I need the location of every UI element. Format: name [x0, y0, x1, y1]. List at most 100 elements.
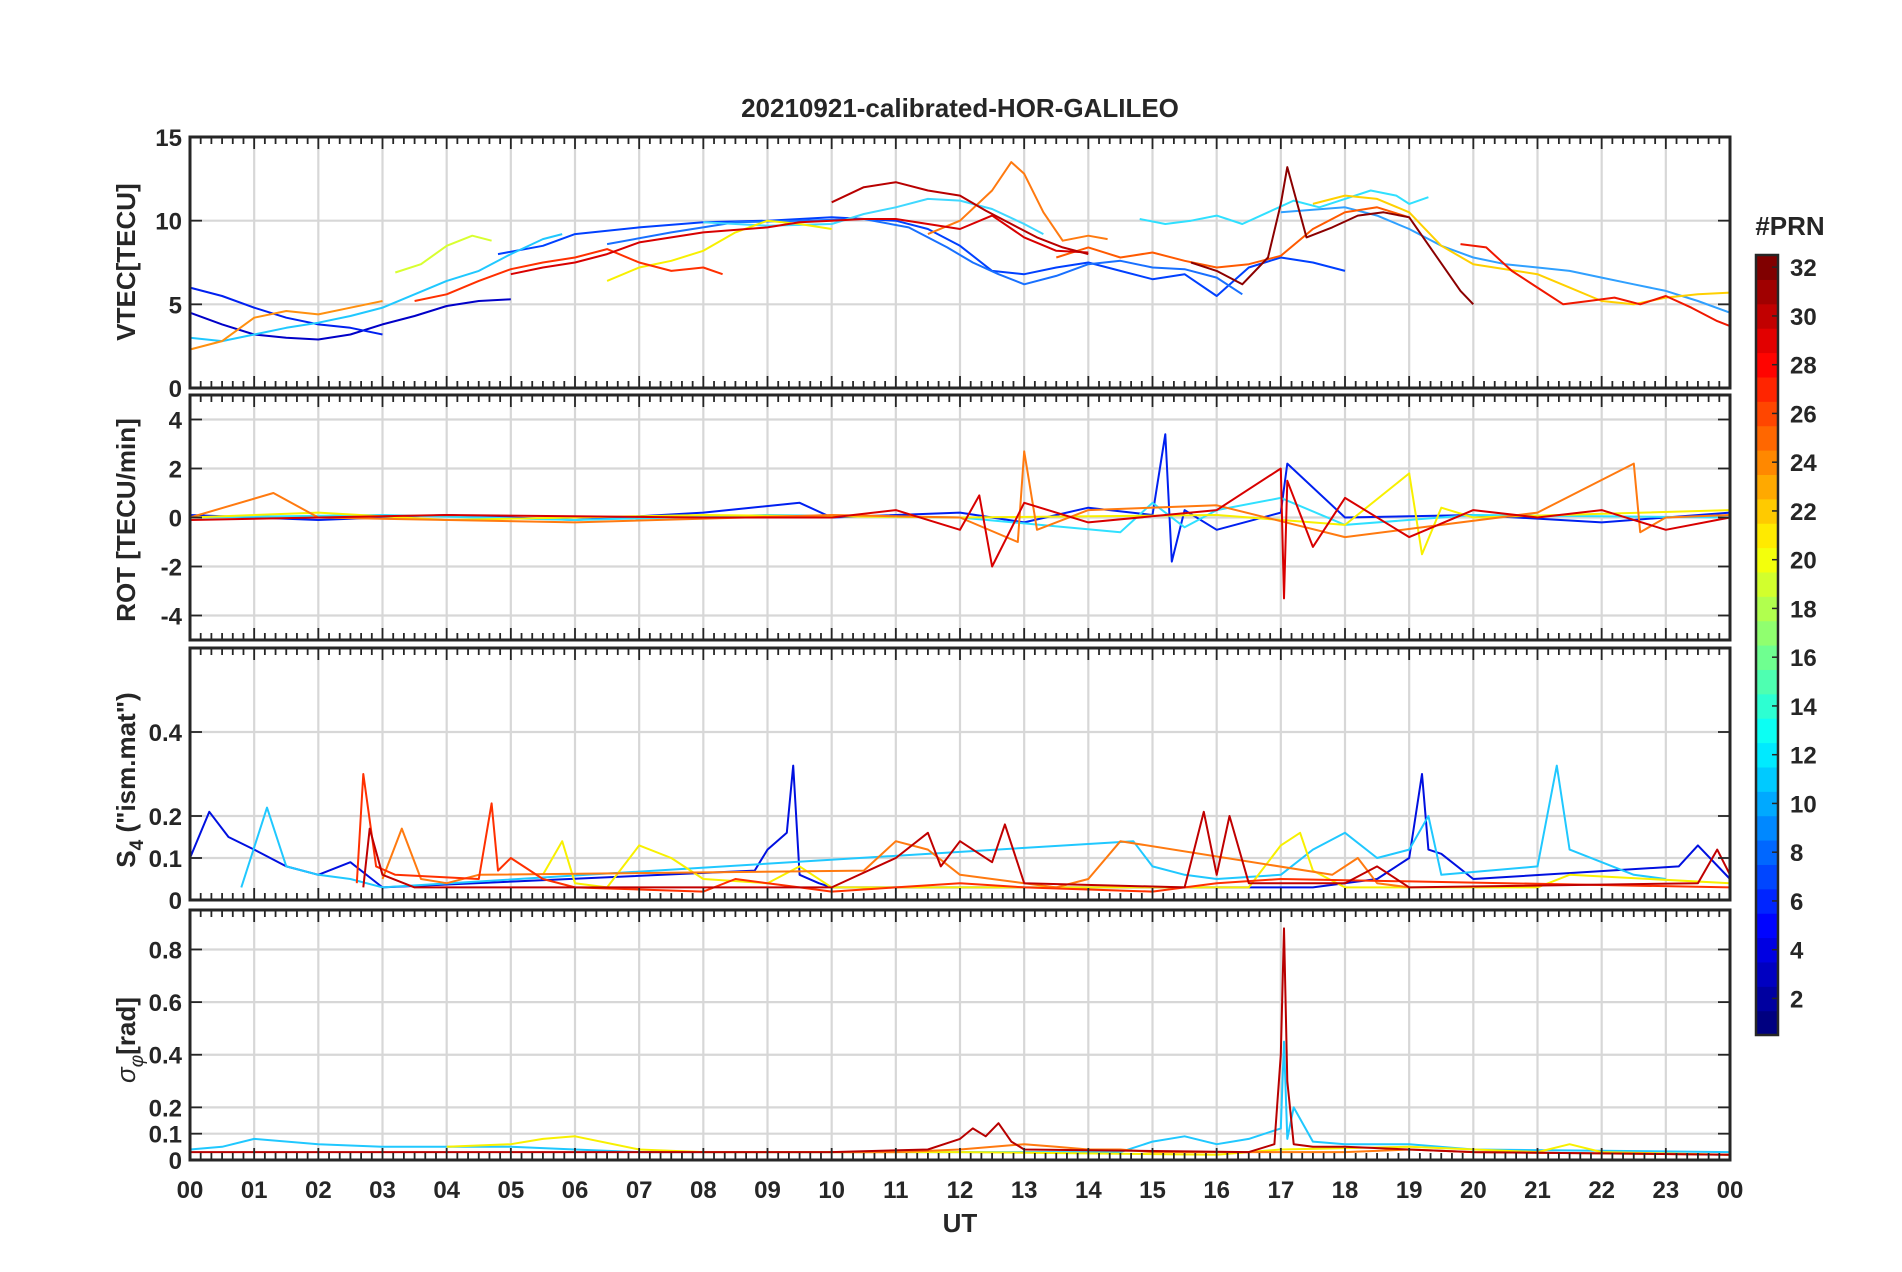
series-line-prn-9 [1280, 206, 1731, 314]
colorbar-bin [1756, 425, 1778, 451]
y-tick-label: 0.4 [149, 1043, 183, 1070]
y-tick-label: 0.1 [149, 1122, 182, 1149]
x-axis-label: UT [943, 1208, 978, 1238]
y-tick-label: 0.6 [149, 990, 182, 1017]
y-tick-label: 0.8 [149, 937, 182, 964]
x-tick-label: 00 [177, 1177, 204, 1204]
colorbar-bin [1756, 352, 1778, 378]
series-line-prn-5 [497, 216, 1346, 297]
x-tick-label: 01 [241, 1177, 268, 1204]
y-tick-label: 0.4 [149, 720, 183, 747]
colorbar-tick-label: 16 [1790, 645, 1817, 672]
x-tick-label: 05 [497, 1177, 524, 1204]
series-line-prn-4 [189, 286, 383, 336]
series-line-prn-28 [1460, 243, 1731, 328]
colorbar-bin [1756, 913, 1778, 939]
colorbar-bin [1756, 766, 1778, 792]
colorbar-bin [1756, 620, 1778, 646]
ylabel-s4: S4 ("ism.mat") [111, 692, 148, 867]
colorbar-bin [1756, 864, 1778, 890]
colorbar-bin [1756, 840, 1778, 865]
colorbar-bin [1756, 596, 1778, 622]
series-line-prn-30 [189, 467, 1731, 600]
y-tick-label: 0 [169, 506, 182, 533]
series-line-prn-23 [189, 300, 383, 351]
x-tick-label: 20 [1460, 1177, 1487, 1204]
colorbar-tick-label: 10 [1790, 791, 1817, 818]
colorbar-bin [1756, 937, 1778, 963]
x-tick-label: 10 [818, 1177, 845, 1204]
colorbar-bin [1756, 888, 1778, 914]
ylabel-vtec: VTEC[TECU] [111, 183, 141, 340]
series-line-prn-24 [381, 827, 1410, 889]
x-tick-label: 13 [1011, 1177, 1038, 1204]
colorbar-bin [1756, 815, 1778, 841]
x-tick-label: 07 [626, 1177, 653, 1204]
panel-sigma-phi: 00.10.2 0.4 0.6 0.8 [149, 908, 1732, 1175]
series-line-prn-31 [831, 181, 1089, 256]
y-tick-label: 2 [169, 457, 182, 484]
colorbar-tick-label: 26 [1790, 401, 1817, 428]
axes-box [188, 908, 1732, 1162]
x-tick-label: 16 [1203, 1177, 1230, 1204]
x-axis-tick-labels: 00 01 02 03 04 05 06 07 08 09 10 11 12 13 14 15 16 17 18 19… [177, 1177, 1744, 1204]
x-tick-label: 08 [690, 1177, 717, 1204]
y-tick-label: 0 [169, 376, 182, 403]
x-tick-label: 03 [369, 1177, 396, 1204]
colorbar-bin [1756, 255, 1778, 280]
series-line-prn-19 [394, 234, 492, 274]
colorbar-tick-label: 28 [1790, 353, 1817, 380]
x-tick-label: 00 [1717, 1177, 1744, 1204]
ylabel-rad: [rad] [111, 997, 141, 1055]
colorbar-bin [1756, 547, 1778, 573]
colorbar-bin [1756, 645, 1778, 670]
colorbar-bin [1756, 1010, 1778, 1036]
colorbar-bin [1756, 669, 1778, 695]
x-tick-label: 22 [1588, 1177, 1615, 1204]
series-line-prn-2 [189, 298, 511, 341]
colorbar-bin [1756, 401, 1778, 427]
colorbar-tick-label: 6 [1790, 889, 1803, 916]
colorbar-bin [1756, 474, 1778, 500]
colorbar-tick-label: 12 [1790, 743, 1817, 770]
y-tick-label: 0.1 [149, 846, 182, 873]
series-line-prn-27 [414, 248, 723, 302]
y-tick-label: 10 [155, 209, 182, 236]
y-tick-label: -4 [161, 604, 183, 631]
colorbar-tick-label: 20 [1790, 548, 1817, 575]
y-tick-label: 0.2 [149, 804, 182, 831]
colorbar-frame [1754, 253, 1780, 1037]
series-line-prn-24 [189, 450, 1731, 543]
ylabel-phi-sub: φ [127, 1055, 148, 1067]
ylabel-sigma-phi: σφ[rad] [111, 997, 148, 1083]
series-line-prn-30 [510, 214, 1089, 276]
colorbar-tick-label: 32 [1790, 255, 1817, 282]
series-line-prn-11 [189, 233, 563, 343]
colorbar-tick-label: 14 [1790, 694, 1817, 721]
colorbar-bin [1756, 718, 1778, 744]
y-tick-label: 5 [169, 292, 182, 319]
colorbar-bin [1756, 279, 1778, 305]
colorbar-bin [1756, 328, 1778, 354]
axes-box [188, 646, 1732, 902]
colorbar-bin [1756, 742, 1778, 768]
panel-rot: -4 -2 0 2 4 [161, 393, 1732, 642]
axes-box [188, 393, 1732, 642]
colorbar-tick-label: 24 [1790, 450, 1817, 477]
colorbar-bin [1756, 571, 1778, 597]
x-tick-label: 11 [883, 1177, 908, 1204]
series-line-prn-12 [1139, 189, 1429, 225]
x-tick-label: 17 [1267, 1177, 1294, 1204]
series-line-prn-11 [189, 1040, 1731, 1154]
ylabel-s4-rest: ("ism.mat") [111, 692, 141, 839]
series-line-prn-32 [1190, 166, 1475, 305]
x-tick-label: 09 [754, 1177, 781, 1204]
colorbar-tick-label: 22 [1790, 499, 1817, 526]
colorbar-bin [1756, 450, 1778, 475]
series-line-prn-24 [927, 161, 1108, 242]
panel-vtec: 0 5 10 15 [155, 125, 1732, 403]
x-tick-label: 18 [1332, 1177, 1359, 1204]
ylabel-sigma: σ [111, 1066, 141, 1083]
colorbar-bin [1756, 961, 1778, 987]
colorbar-bin [1756, 303, 1778, 329]
